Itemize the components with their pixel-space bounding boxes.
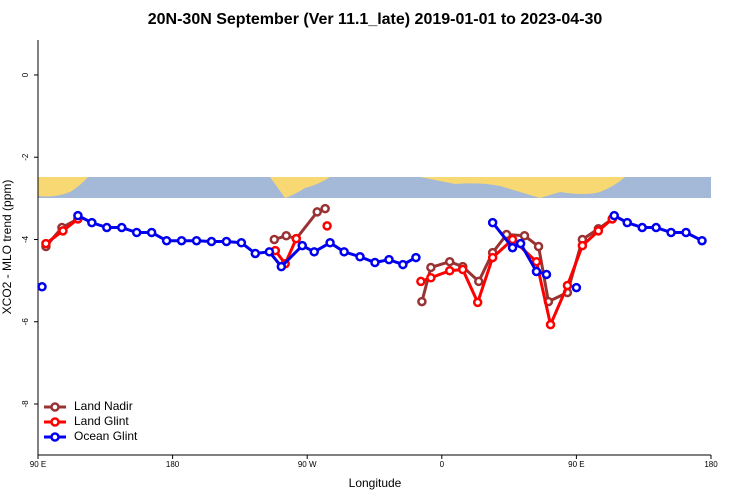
chart-title: 20N-30N September (Ver 11.1_late) 2019-0… bbox=[148, 11, 603, 28]
data-point bbox=[562, 280, 573, 291]
data-point bbox=[312, 207, 322, 217]
data-point bbox=[417, 296, 427, 307]
data-point bbox=[541, 269, 552, 280]
data-point bbox=[87, 217, 97, 228]
data-point bbox=[651, 222, 661, 233]
data-point bbox=[161, 235, 172, 246]
data-point bbox=[593, 226, 604, 236]
data-point bbox=[41, 238, 51, 249]
data-point bbox=[531, 266, 542, 277]
data-point bbox=[444, 265, 455, 276]
data-point bbox=[515, 238, 526, 249]
data-point bbox=[269, 234, 280, 245]
data-point bbox=[206, 236, 217, 247]
data-point bbox=[176, 235, 187, 246]
data-point bbox=[444, 256, 455, 267]
x-tick-label: 180 bbox=[166, 460, 180, 469]
x-tick-label: 90 E bbox=[30, 460, 46, 469]
data-point bbox=[250, 248, 261, 259]
data-point bbox=[507, 242, 518, 253]
data-point bbox=[487, 252, 498, 263]
data-point bbox=[609, 210, 619, 221]
data-point bbox=[473, 276, 484, 287]
data-point bbox=[487, 217, 498, 228]
legend-label: Ocean Glint bbox=[74, 429, 138, 443]
data-point bbox=[533, 241, 544, 252]
data-point bbox=[398, 259, 408, 270]
data-point bbox=[472, 297, 483, 308]
legend-marker bbox=[50, 432, 60, 442]
data-point bbox=[426, 272, 436, 283]
data-point bbox=[384, 254, 394, 265]
y-tick-label: -8 bbox=[21, 400, 30, 408]
data-point bbox=[221, 236, 232, 247]
data-point bbox=[58, 226, 68, 236]
data-point bbox=[457, 264, 468, 275]
data-point bbox=[545, 319, 556, 330]
data-point bbox=[681, 227, 691, 238]
data-point bbox=[281, 231, 292, 241]
x-tick-label: 0 bbox=[440, 460, 445, 469]
data-point bbox=[339, 247, 349, 257]
data-point bbox=[622, 217, 632, 228]
data-point bbox=[577, 240, 588, 251]
data-point bbox=[666, 227, 676, 238]
data-point bbox=[411, 252, 421, 263]
data-point bbox=[355, 252, 365, 262]
data-point bbox=[309, 247, 319, 257]
data-point bbox=[131, 227, 142, 238]
data-point bbox=[264, 247, 275, 257]
data-point bbox=[416, 276, 426, 287]
x-tick-label: 90 W bbox=[298, 460, 317, 469]
series-line bbox=[77, 214, 703, 276]
y-tick-label: -4 bbox=[21, 235, 30, 243]
data-point bbox=[322, 221, 332, 231]
data-point bbox=[291, 233, 302, 244]
data-point bbox=[191, 235, 202, 246]
data-point bbox=[102, 222, 112, 233]
y-axis-label: XCO2 - MLO trend (ppm) bbox=[0, 180, 14, 315]
data-point bbox=[531, 256, 542, 267]
data-point bbox=[325, 238, 335, 248]
data-point bbox=[637, 222, 647, 233]
data-point bbox=[37, 282, 47, 292]
legend-marker bbox=[50, 402, 60, 412]
data-point bbox=[276, 261, 287, 272]
legend-marker bbox=[50, 417, 60, 427]
legend-label: Land Nadir bbox=[74, 399, 133, 413]
data-point bbox=[519, 231, 530, 241]
x-axis-label: Longitude bbox=[349, 476, 402, 490]
data-point bbox=[697, 235, 707, 246]
data-point bbox=[507, 234, 518, 245]
y-tick-label: 0 bbox=[21, 72, 30, 77]
data-point bbox=[73, 210, 83, 221]
x-tick-label: 180 bbox=[704, 460, 718, 469]
data-point bbox=[117, 222, 127, 233]
data-point bbox=[426, 262, 436, 273]
y-tick-label: -6 bbox=[21, 318, 30, 326]
data-point bbox=[370, 257, 380, 268]
data-point bbox=[236, 238, 247, 248]
data-point bbox=[320, 203, 330, 214]
data-point bbox=[146, 227, 157, 238]
data-point bbox=[297, 240, 308, 251]
x-tick-label: 90 E bbox=[568, 460, 584, 469]
data-point bbox=[571, 282, 582, 293]
legend-label: Land Glint bbox=[74, 414, 129, 428]
y-tick-label: -2 bbox=[21, 153, 30, 161]
map-strip bbox=[38, 177, 711, 198]
